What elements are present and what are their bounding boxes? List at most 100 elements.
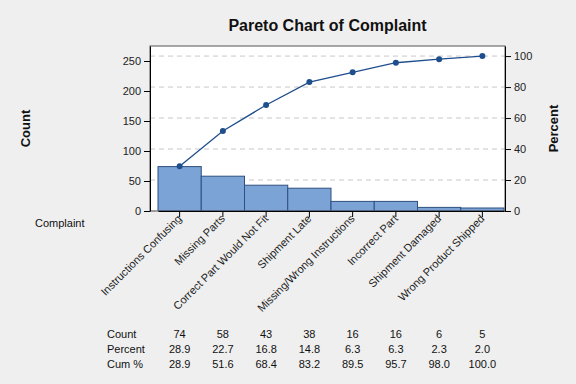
tick-label: 50: [129, 175, 141, 187]
tick-mark: [439, 211, 440, 217]
tick-mark: [144, 151, 150, 152]
plot-frame: [150, 46, 505, 211]
grid-line: [150, 56, 505, 57]
tick: 200: [123, 85, 150, 97]
grid-line: [150, 118, 505, 119]
tick-mark: [144, 61, 150, 62]
tick: 40: [505, 143, 526, 155]
table-cell: 98.0: [428, 358, 449, 370]
title: Pareto Chart of Complaint: [228, 17, 427, 34]
table-cell: 58: [217, 328, 229, 340]
axis-line: [505, 47, 506, 212]
tick-label: Instructions Confusing: [98, 212, 183, 297]
table-cell: 83.2: [299, 358, 320, 370]
tick-label: 150: [123, 115, 141, 127]
tick-mark: [505, 211, 511, 212]
marker: [263, 102, 269, 108]
marker: [479, 53, 485, 59]
x-axis-title: Complaint: [35, 217, 85, 229]
table-cell: 28.9: [169, 358, 190, 370]
y-axis-title: Count: [18, 109, 33, 147]
tick-mark: [482, 211, 483, 217]
tick: 250: [123, 55, 150, 67]
bar: [158, 167, 201, 211]
tick: 0: [135, 205, 150, 217]
tick-mark: [144, 211, 150, 212]
table-cell: 68.4: [255, 358, 276, 370]
tick: Instructions Confusing: [98, 211, 183, 298]
tick: Shipment Damaged: [366, 211, 443, 290]
tick-label: 80: [514, 81, 526, 93]
data-table: Count74584338161665Percent28.922.716.814…: [107, 328, 496, 370]
tick: 50: [129, 175, 150, 187]
table-cell: 16: [390, 328, 402, 340]
tick: 100: [505, 50, 532, 62]
marker: [350, 69, 356, 75]
tick-label: 60: [514, 112, 526, 124]
table-cell: 2.0: [475, 343, 490, 355]
tick-label: 40: [514, 143, 526, 155]
table-row-label: Percent: [107, 343, 145, 355]
tick-mark: [505, 149, 511, 150]
tick-label: 100: [123, 145, 141, 157]
table-cell: 16: [347, 328, 359, 340]
table-cell: 14.8: [299, 343, 320, 355]
tick-label: 0: [135, 205, 141, 217]
marker: [393, 60, 399, 66]
table-cell: 100.0: [469, 358, 497, 370]
tick-label: Wrong Product Shipped: [396, 212, 487, 303]
bar: [331, 201, 374, 211]
marker: [436, 56, 442, 62]
table-cell: 74: [174, 328, 186, 340]
tick: Wrong Product Shipped: [396, 211, 487, 303]
table-cell: 6: [436, 328, 442, 340]
tick-mark: [144, 181, 150, 182]
y2-axis: 0 20 40 60 80 100: [505, 47, 532, 218]
tick: 60: [505, 112, 526, 124]
table-cell: 2.3: [431, 343, 446, 355]
tick-mark: [266, 211, 267, 217]
table-cell: 43: [260, 328, 272, 340]
tick-label: 20: [514, 174, 526, 186]
y2-axis-title: Percent: [546, 104, 561, 152]
tick-label: Missing/Wrong Instructions: [255, 212, 357, 314]
table-row-label: Count: [107, 328, 136, 340]
cumulative-line: [180, 56, 483, 166]
tick-mark: [505, 87, 511, 88]
background: [0, 0, 576, 384]
bar: [288, 188, 331, 211]
tick-mark: [222, 211, 223, 217]
tick-mark: [395, 211, 396, 217]
tick-label: 250: [123, 55, 141, 67]
tick-label: 100: [514, 50, 532, 62]
table-cell: 16.8: [255, 343, 276, 355]
bar: [245, 185, 288, 211]
table-row-label: Cum %: [107, 358, 143, 370]
tick: 80: [505, 81, 526, 93]
x-axis: Instructions ConfusingMissing PartsCorre…: [98, 211, 504, 314]
tick-mark: [505, 56, 511, 57]
grid-line: [150, 149, 505, 150]
bar: [418, 207, 461, 211]
marks: [158, 53, 504, 211]
table-cell: 6.3: [345, 343, 360, 355]
tick: 0: [505, 205, 520, 217]
table-cell: 51.6: [212, 358, 233, 370]
chart: 0 50 100 150 200 250 0 20 40 60 80 100 Instructions …: [0, 0, 576, 384]
tick-label: 200: [123, 85, 141, 97]
grid: [150, 56, 505, 211]
tick-mark: [179, 211, 180, 217]
table-cell: 89.5: [342, 358, 363, 370]
table-cell: 28.9: [169, 343, 190, 355]
marker: [306, 79, 312, 85]
table-cell: 95.7: [385, 358, 406, 370]
plot-area: [150, 46, 505, 211]
grid-line: [150, 87, 505, 88]
table-cell: 22.7: [212, 343, 233, 355]
marker: [177, 163, 183, 169]
tick-mark: [144, 91, 150, 92]
y-axis: 0 50 100 150 200 250: [123, 47, 151, 218]
tick-mark: [309, 211, 310, 217]
bar: [374, 201, 417, 211]
tick-label: 0: [514, 205, 520, 217]
